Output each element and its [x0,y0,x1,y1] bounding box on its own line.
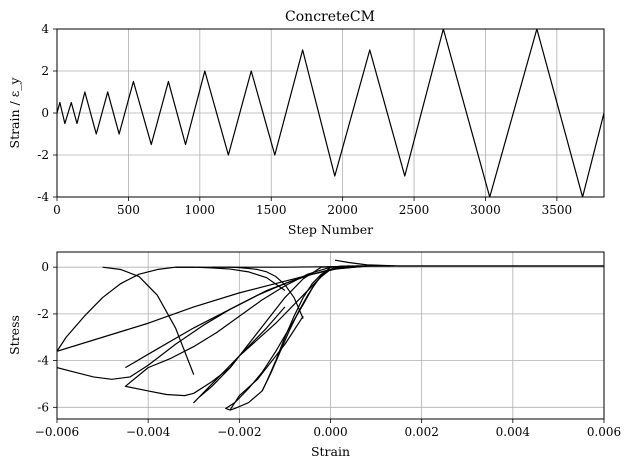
p1-xtick-label: 2500 [399,203,430,217]
p1-ytick-label: 0 [41,106,49,120]
p1-xtick-label: 1500 [256,203,287,217]
p2-xlabel: Strain [311,444,350,459]
p2-xtick-label: 0.004 [496,425,531,439]
p2-ytick-label: -6 [37,400,49,414]
p2-ytick-label: -2 [37,307,49,321]
p1-ylabel: Strain / ε_y [7,77,22,149]
p1-xtick-label: 0 [53,203,61,217]
p2-series-line-15 [175,265,604,268]
p1-xlabel: Step Number [288,222,373,237]
p2-ylabel: Stress [7,315,22,355]
p1-series [57,29,604,197]
p2-xtick-label: 0.000 [313,425,347,439]
p1-gridlines [56,28,604,198]
p1-ytick-label: 2 [41,64,49,78]
p2-xtick-label: −0.004 [126,425,171,439]
p1-xtick-label: 2000 [327,203,358,217]
p2-series-line-10 [57,364,149,380]
stress-strain-panel: −0.006 −0.004 −0.002 0.000 0.002 0.004 0.006 -6… [7,251,621,459]
strain-history-panel: 0 500 1000 1500 2000 2500 3000 3500 -4 -2 0 2 4 Step… [7,22,605,237]
p1-ticks: 0 500 1000 1500 2000 2500 3000 3500 -4 -2 0 2 4 [37,22,572,217]
p2-series-line-5 [193,265,349,404]
p1-xtick-label: 500 [117,203,140,217]
p2-xtick-label: 0.002 [404,425,438,439]
p2-series-line-12 [147,265,368,366]
p1-ytick-label: -4 [37,190,49,204]
p2-series-line-6 [175,266,286,292]
p2-ytick-label: -4 [37,354,49,368]
p1-xtick-label: 3500 [542,203,573,217]
p2-series [57,259,604,411]
p1-ytick-label: 4 [41,22,49,36]
p2-series-line-13 [125,265,358,369]
figure-title: ConcreteCM [285,9,375,25]
p1-xtick-label: 3000 [470,203,501,217]
p2-ytick-label: 0 [41,260,49,274]
p2-series-line-7 [124,265,358,397]
p1-ytick-label: -2 [37,148,49,162]
p2-series-line-14 [334,259,604,267]
p2-series-line-8 [102,266,195,375]
p2-ticks: −0.006 −0.004 −0.002 0.000 0.002 0.004 0.006 -6… [35,260,621,439]
p2-series-line-11 [57,266,194,352]
p2-xtick-label: 0.006 [587,425,621,439]
p2-series-line-3 [229,315,304,410]
p2-series-line-9 [57,265,368,352]
p1-xtick-label: 1000 [185,203,216,217]
p2-xtick-label: −0.006 [35,425,79,439]
p2-xtick-label: −0.002 [217,425,261,439]
p1-series-line-0 [57,29,604,197]
